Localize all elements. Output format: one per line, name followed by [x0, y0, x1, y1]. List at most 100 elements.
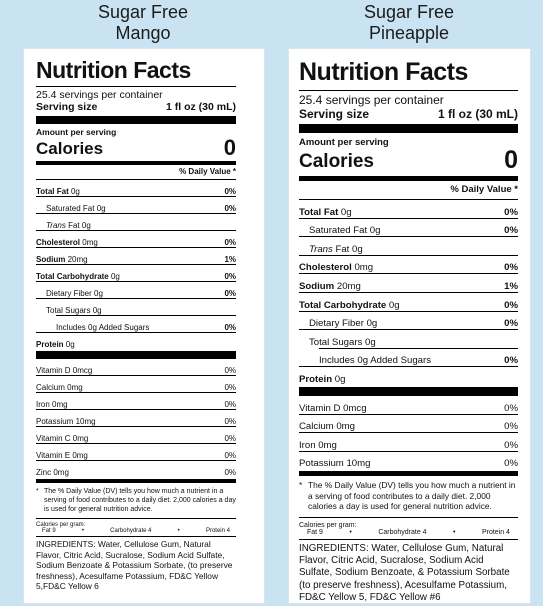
vitamin-dv: 0%: [224, 366, 236, 375]
cal-carb: Carbohydrate 4: [378, 528, 427, 536]
nutrient-dv: 0%: [504, 355, 518, 367]
nutrient-label: Sodium: [36, 255, 66, 264]
divider: [36, 86, 236, 87]
nutrient-row-cholesterol: Cholesterol 0mg 0%: [36, 230, 236, 247]
nutrient-label: Trans: [46, 221, 66, 230]
cal-protein: Protein 4: [205, 528, 230, 534]
nutrient-dv: 0%: [224, 289, 236, 298]
vitamin-dv: 0%: [224, 417, 236, 426]
nutrient-label: Sodium: [299, 280, 335, 292]
footnote: * The % Daily Value (DV) tells you how m…: [299, 480, 518, 512]
nutrient-label: Protein: [36, 340, 64, 349]
nutrient-dv: 0%: [504, 318, 518, 330]
nutrient-amount: 0g: [386, 299, 400, 311]
nutrient-amount: 0g: [63, 340, 75, 349]
vitamin-label: Calcium 0mg: [36, 383, 83, 392]
nutrient-dv: 0%: [504, 225, 518, 237]
thick-divider: [36, 116, 236, 124]
nutrient-dv: 0%: [504, 262, 518, 274]
nutrient-label: Protein: [299, 373, 333, 385]
nutrient-label: Total Fat: [299, 206, 339, 218]
footnote: * The % Daily Value (DV) tells you how m…: [36, 487, 236, 514]
bullet: •: [81, 528, 84, 534]
serving-size-row: Serving size 1 fl oz (30 mL): [299, 107, 518, 121]
vitamin-label: Iron 0mg: [299, 439, 337, 451]
calories-value: 0: [504, 146, 518, 174]
cal-carb: Carbohydrate 4: [110, 528, 152, 534]
medium-divider: [299, 176, 518, 181]
nutrient-row-total-fat: Total Fat 0g 0%: [36, 179, 236, 196]
vitamin-row: Vitamin C 0mg 0%: [36, 426, 236, 443]
calories-value: 0: [223, 135, 236, 160]
cal-fat: Fat 9: [307, 528, 323, 536]
servings-per-container: 25.4 servings per container: [36, 89, 163, 101]
thick-divider: [299, 124, 518, 133]
nutrition-label-panel-pineapple: [288, 48, 531, 604]
vitamin-row: Calcium 0mg 0%: [36, 375, 236, 392]
nutrition-label-mango: Nutrition Facts 25.4 servings per contai…: [36, 56, 236, 592]
nutrient-row-dietary-fiber: Dietary Fiber 0g 0%: [299, 310, 518, 330]
nutrient-label: Saturated Fat 0g: [309, 225, 381, 237]
nutrient-label: Trans: [309, 243, 333, 255]
nutrient-dv: 0%: [224, 204, 236, 213]
nutrient-amount: 20mg: [334, 280, 361, 292]
nutrient-label: Includes 0g Added Sugars: [56, 323, 150, 332]
footnote-star: *: [299, 480, 303, 491]
vitamin-label: Vitamin D 0mcg: [299, 402, 367, 414]
nutrient-rows: Total Fat 0g 0% Saturated Fat 0g 0% Tran…: [299, 199, 518, 385]
calories-per-gram-values: Fat 9 • Carbohydrate 4 • Protein 4: [36, 528, 236, 534]
calories-label: Calories: [36, 139, 104, 158]
vitamin-row: Potassium 10mg 0%: [299, 450, 518, 469]
nutrient-row-added-sugars: Includes 0g Added Sugars 0%: [319, 347, 518, 367]
vitamin-dv: 0%: [224, 468, 236, 477]
nutrient-label: Total Sugars 0g: [46, 306, 102, 315]
nutrient-row-trans-fat: Trans Fat 0g: [299, 236, 518, 255]
divider: [36, 536, 236, 537]
cal-fat: Fat 9: [42, 528, 56, 534]
nutrient-dv: 1%: [224, 255, 236, 264]
nutrient-label: Saturated Fat 0g: [46, 204, 106, 213]
nutrient-row-total-carbohydrate: Total Carbohydrate 0g 0%: [36, 264, 236, 281]
nutrient-row-sodium: Sodium 20mg 1%: [36, 247, 236, 264]
vitamin-label: Zinc 0mg: [36, 468, 69, 477]
medium-divider: [36, 161, 236, 165]
product-title-line1: Sugar Free: [363, 2, 455, 22]
vitamin-label: Vitamin C 0mg: [36, 434, 89, 443]
serving-size-value: 1 fl oz (30 mL): [165, 101, 236, 113]
nutrient-row-total-carbohydrate: Total Carbohydrate 0g 0%: [299, 291, 518, 311]
nutrient-row-saturated-fat: Saturated Fat 0g 0%: [299, 217, 518, 237]
nutrient-dv: 0%: [224, 238, 236, 247]
nutrient-label: Includes 0g Added Sugars: [319, 355, 432, 367]
nutrient-label: Dietary Fiber 0g: [309, 318, 378, 330]
calories-per-gram-label: Calories per gram:: [36, 522, 86, 528]
vitamin-row: Calcium 0mg 0%: [299, 413, 518, 432]
nutrient-dv: 0%: [224, 323, 236, 332]
serving-size-value: 1 fl oz (30 mL): [437, 107, 518, 121]
amount-per-serving: Amount per serving: [36, 127, 117, 137]
nutrition-facts-heading: Nutrition Facts: [299, 58, 468, 86]
nutrient-amount: 0g: [332, 373, 346, 385]
calories-label: Calories: [299, 151, 374, 172]
vitamin-dv: 0%: [224, 434, 236, 443]
product-title-line2: Pineapple: [368, 23, 450, 43]
nutrient-label: Total Carbohydrate: [299, 299, 387, 311]
amount-per-serving: Amount per serving: [299, 137, 389, 148]
nutrient-label: Dietary Fiber 0g: [46, 289, 103, 298]
calories-per-gram-label: Calories per gram:: [299, 521, 357, 529]
vitamin-rows: Vitamin D 0mcg 0% Calcium 0mg 0% Iron 0m…: [36, 359, 236, 477]
footnote-star: *: [36, 488, 39, 495]
nutrient-row-total-sugars: Total Sugars 0g: [299, 329, 518, 348]
footnote-text: The % Daily Value (DV) tells you how muc…: [44, 488, 236, 513]
serving-size-row: Serving size 1 fl oz (30 mL): [36, 101, 236, 113]
vitamin-label: Potassium 10mg: [36, 417, 96, 426]
nutrient-amount: 0g: [338, 206, 352, 218]
serving-size-label: Serving size: [299, 107, 370, 121]
ingredients-text: INGREDIENTS: Water, Cellulose Gum, Natur…: [299, 542, 510, 603]
nutrition-label-panel-mango: [23, 48, 265, 604]
nutrient-amount: Fat 0g: [332, 243, 363, 255]
vitamin-row: Iron 0mg 0%: [36, 392, 236, 409]
nutrient-label: Cholesterol: [299, 262, 352, 274]
nutrient-rows: Total Fat 0g 0% Saturated Fat 0g 0% Tran…: [36, 179, 236, 349]
nutrient-row-sodium: Sodium 20mg 1%: [299, 273, 518, 292]
thick-divider: [299, 386, 518, 396]
